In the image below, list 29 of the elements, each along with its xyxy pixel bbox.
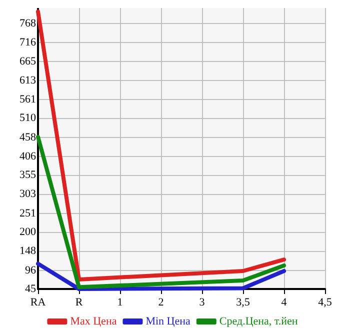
line-series <box>36 134 286 290</box>
x-tick-label: 3 <box>199 296 206 308</box>
line-series <box>36 262 286 291</box>
x-tick-label: 3,5 <box>236 296 250 308</box>
y-tick-label: 148 <box>20 245 36 258</box>
x-tick-label: 4 <box>281 296 288 308</box>
y-tick-label: 458 <box>20 131 36 144</box>
y-tick-label: 200 <box>20 226 36 238</box>
y-tick-label: 510 <box>20 112 36 124</box>
x-tick-label: R <box>75 296 84 308</box>
x-tick-label: RA <box>30 296 46 308</box>
y-tick-label: 768 <box>20 17 36 30</box>
y-tick-label: 406 <box>20 150 36 162</box>
x-tick-label: 2 <box>158 296 164 308</box>
legend-label: Сред.Цена, т.йен <box>219 316 298 328</box>
y-tick-label: 716 <box>20 36 36 49</box>
y-tick-label: 561 <box>20 93 36 106</box>
y-tick-label: 665 <box>20 55 36 68</box>
y-tick-label: 45 <box>25 283 36 295</box>
y-tick-label: 251 <box>20 207 36 220</box>
y-tick-label: 96 <box>25 264 36 276</box>
y-tick-label: 613 <box>20 74 36 86</box>
legend-label: Min Цена <box>146 316 191 328</box>
x-tick-label: 4,5 <box>318 296 332 308</box>
x-tick-label: 1 <box>117 296 123 308</box>
y-tick-label: 355 <box>20 169 36 182</box>
y-tick-label: 303 <box>20 188 36 200</box>
legend-label: Max Цена <box>70 316 117 328</box>
line-series <box>36 10 286 282</box>
